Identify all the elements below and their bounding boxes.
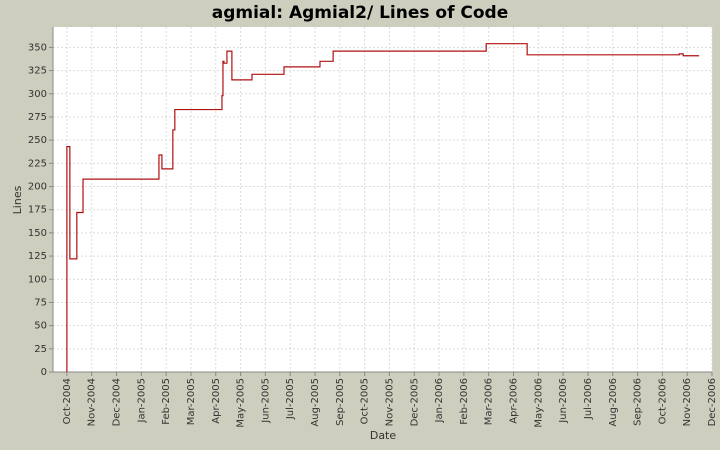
y-tick-label: 25 [34,344,47,355]
y-tick-label: 275 [28,112,47,123]
y-tick-label: 250 [28,135,47,146]
x-tick-label: May-2006 [533,378,544,428]
x-tick-label: Apr-2006 [509,378,520,424]
x-tick-label: Oct-2005 [360,378,371,424]
y-axis-label: Lines [11,185,24,214]
y-tick-label: 100 [28,274,47,285]
y-tick-label: 300 [28,89,47,100]
x-tick-label: Aug-2005 [310,378,321,427]
x-tick-label: Oct-2006 [657,378,668,424]
x-tick-label: Jan-2005 [136,378,147,423]
x-tick-label: Dec-2004 [112,378,123,426]
x-tick-label: Jul-2006 [583,378,594,420]
x-tick-label: Feb-2005 [161,378,172,425]
x-tick-label: May-2005 [236,378,247,428]
plot-area [53,27,712,372]
x-tick-label: Nov-2005 [384,378,395,426]
x-tick-label: Dec-2006 [707,378,718,426]
y-tick-label: 0 [41,367,47,378]
x-tick-label: Mar-2006 [484,378,495,425]
x-tick-label: Apr-2005 [211,378,222,424]
x-tick-label: Jan-2006 [434,378,445,423]
x-tick-label: Oct-2004 [62,378,73,424]
x-tick-label: Sep-2006 [633,378,644,426]
x-tick-label: Dec-2005 [409,378,420,426]
y-tick-label: 50 [34,321,47,332]
y-tick-label: 75 [34,297,47,308]
x-tick-label: Feb-2006 [459,378,470,425]
y-tick-label: 225 [28,158,47,169]
x-tick-label: Jun-2006 [558,378,569,424]
x-axis-label: Date [370,429,397,442]
y-tick-label: 200 [28,182,47,193]
x-tick-label: Jun-2005 [260,378,271,424]
y-tick-label: 125 [28,251,47,262]
x-tick-label: Mar-2005 [186,378,197,425]
x-tick-label: Nov-2004 [87,378,98,426]
data-line [66,43,700,372]
x-tick-label: Aug-2006 [608,378,619,427]
y-tick-label: 350 [28,42,47,53]
chart-title: agmial: Agmial2/ Lines of Code [212,3,509,23]
x-tick-label: Sep-2005 [335,378,346,426]
x-tick-label: Jul-2005 [285,378,296,420]
x-tick-label: Nov-2006 [682,378,693,426]
y-tick-label: 150 [28,228,47,239]
y-tick-label: 175 [28,205,47,216]
y-tick-label: 325 [28,66,47,77]
